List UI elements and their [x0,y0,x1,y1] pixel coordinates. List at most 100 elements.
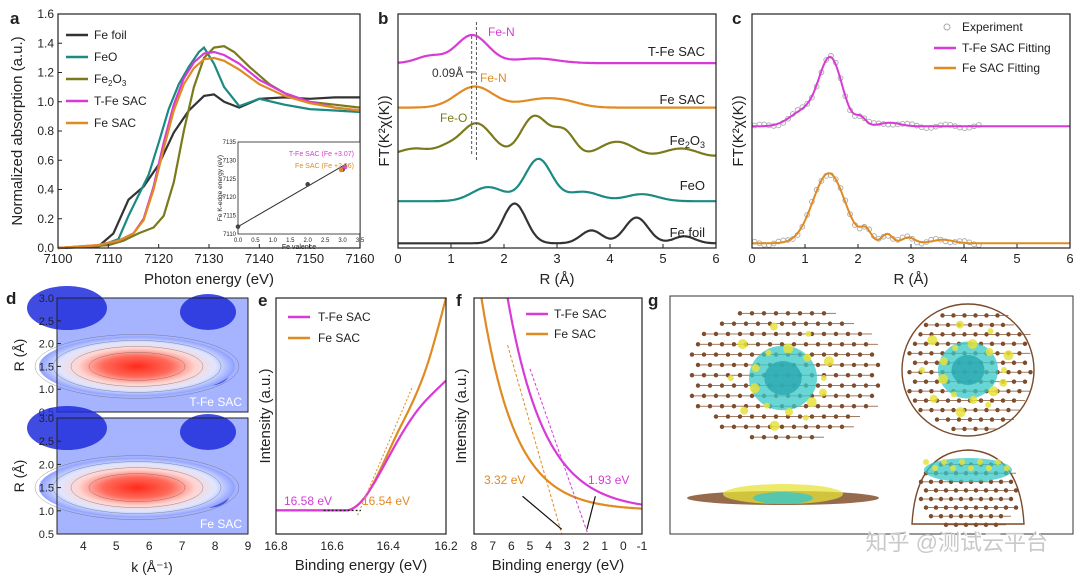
isosurface-yellow [927,335,938,346]
isosurface-yellow [802,414,809,421]
annotation-fe-n: Fe-N [480,71,507,85]
x-tick-label: 16.8 [264,539,288,553]
legend-entry: T-Fe SAC [94,94,147,108]
x-tick-label: 3 [907,251,914,266]
axes-frame-d [56,297,249,413]
legend-entry: T-Fe SAC Fitting [962,41,1051,55]
annotation-value: 16.58 eV [284,494,332,508]
y-tick-label: 1.5 [39,361,54,373]
inset-x-tick: 3.0 [338,238,347,244]
legend-swatch [943,23,951,31]
series-line [752,55,1070,128]
annotation-value: 16.54 eV [362,494,410,508]
heatmap-blob [180,294,236,330]
heatmap-label: Fe SAC [200,517,242,531]
x-tick-label: 7130 [195,251,224,266]
x-tick-label: 4 [545,539,552,553]
x-axis-title: k (Å⁻¹) [131,559,173,575]
x-tick-label: 5 [1013,251,1020,266]
atom [1028,370,1033,375]
isosurface-yellow [985,348,994,357]
x-tick-label: 3 [564,539,571,553]
series-line [57,56,361,250]
isosurface-yellow [765,349,772,356]
x-tick-label: 4 [606,251,613,266]
x-tick-label: -1 [637,539,648,553]
isosurface-yellow [950,391,957,398]
isosurface-yellow [737,339,748,350]
y-tick-label: 1.6 [37,7,54,21]
legend-entry: Fe2O3 [94,72,127,88]
y-tick-label: 0.0 [37,241,54,255]
y-tick-label: 0.4 [37,183,54,197]
x-tick-label: 16.4 [377,539,401,553]
panel-letter-c: c [732,9,741,28]
axes-frame-e [275,297,447,535]
atom [869,393,875,399]
x-tick-label: 1 [601,539,608,553]
y-tick-label: 1.5 [39,483,54,495]
isosurface-yellow [929,394,938,403]
y-tick-label: 0.5 [39,529,54,541]
isosurface-yellow [950,465,956,471]
y-tick-label: 1.0 [39,506,54,518]
y-axis-title: Intensity (a.u.) [257,368,274,463]
inset-x-title: Fe valence [282,244,316,251]
atom [1008,479,1014,484]
fullerene-outline [901,303,1035,437]
legend-entry: T-Fe SAC [318,310,371,324]
arrow [586,496,596,530]
legend-entry: T-Fe SAC [554,307,607,321]
experiment-marker [861,115,868,122]
isosurface-yellow [999,378,1008,387]
series-line [397,33,716,65]
x-tick-label: 0 [394,251,401,266]
contour [70,467,204,508]
isosurface-yellow [968,465,974,471]
x-tick-label: 5 [659,251,666,266]
legend-entry: Fe foil [94,28,127,42]
arrow [522,495,563,530]
isosurface-yellow [932,465,938,471]
inset-x-tick: 1.5 [286,238,295,244]
inset-y-tick: 7120 [223,195,237,201]
y-axis-title: FT(K²χ(K)) [376,95,393,166]
y-tick-label: 2.0 [39,459,54,471]
x-tick-label: 7140 [245,251,274,266]
y-axis-title: Normalized absorption (a.u.) [9,36,26,225]
isosurface-yellow [740,406,749,415]
isosurface-yellow [769,420,780,431]
x-tick-label: 5 [527,539,534,553]
inset-frame [237,141,361,235]
annotation-fe-o: Fe-O [440,111,467,125]
x-tick-label: 6 [712,251,719,266]
y-axis-title: Intensity (a.u.) [453,368,470,463]
inset-y-title: Fe K-edge energy (eV) [217,155,224,221]
y-axis-title: FT(K²χ(K)) [730,95,747,166]
x-tick-label: 2 [854,251,861,266]
x-axis-title: R (Å) [894,271,929,288]
annotation-value: 3.32 eV [484,473,525,487]
isosurface-yellow [988,386,999,397]
panel-letter-b: b [378,9,388,28]
isosurface-yellow [818,388,827,397]
experiment-marker [904,233,911,240]
atom [875,362,881,368]
isosurface-yellow [749,383,760,394]
x-tick-label: 7 [179,539,186,553]
x-tick-label: 4 [80,539,87,553]
inset-point [305,182,311,187]
x-tick-label: 6 [1066,251,1073,266]
x-tick-label: 5 [113,539,120,553]
x-axis-title: R (Å) [540,271,575,288]
inset-x-tick: 2.5 [321,238,330,244]
x-tick-label: 8 [471,539,478,553]
panel-letter-g: g [648,291,658,310]
isosurface-yellow [985,401,992,408]
tangent [507,345,563,535]
heatmap-peak [39,457,235,518]
y-tick-label: 0.6 [37,153,54,167]
isosurface-yellow [918,367,925,373]
isosurface-yellow [967,339,978,350]
